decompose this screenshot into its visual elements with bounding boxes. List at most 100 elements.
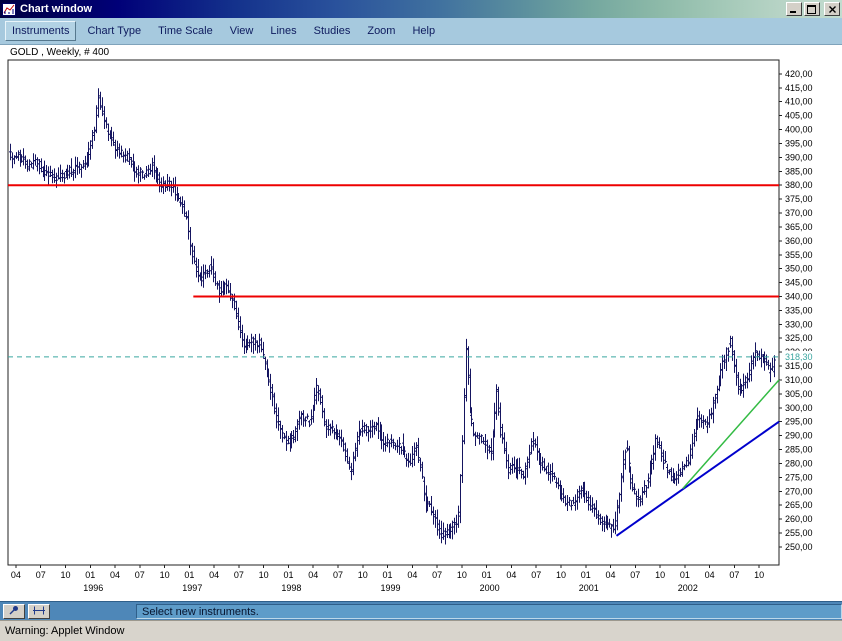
applet-warning-text: Warning: Applet Window bbox=[5, 625, 125, 637]
svg-text:310,00: 310,00 bbox=[785, 375, 813, 385]
svg-text:315,00: 315,00 bbox=[785, 361, 813, 371]
svg-text:04: 04 bbox=[110, 570, 120, 580]
window-title: Chart window bbox=[20, 3, 93, 15]
menu-lines[interactable]: Lines bbox=[270, 25, 297, 37]
svg-text:265,00: 265,00 bbox=[785, 500, 813, 510]
svg-text:07: 07 bbox=[135, 570, 145, 580]
svg-text:01: 01 bbox=[85, 570, 95, 580]
svg-text:350,00: 350,00 bbox=[785, 264, 813, 274]
svg-text:1998: 1998 bbox=[281, 583, 301, 593]
svg-text:318,30: 318,30 bbox=[785, 352, 813, 362]
svg-text:10: 10 bbox=[60, 570, 70, 580]
window-controls bbox=[784, 2, 840, 16]
menu-studies[interactable]: Studies bbox=[313, 25, 351, 37]
svg-text:01: 01 bbox=[283, 570, 293, 580]
close-icon bbox=[828, 2, 837, 17]
svg-text:07: 07 bbox=[432, 570, 442, 580]
status-message: Select new instruments. bbox=[136, 603, 842, 619]
svg-text:370,00: 370,00 bbox=[785, 208, 813, 218]
crosshair-button[interactable] bbox=[28, 603, 50, 619]
pin-icon bbox=[8, 604, 20, 619]
svg-text:04: 04 bbox=[705, 570, 715, 580]
svg-text:01: 01 bbox=[680, 570, 690, 580]
svg-text:400,00: 400,00 bbox=[785, 125, 813, 135]
svg-text:380,00: 380,00 bbox=[785, 180, 813, 190]
svg-text:04: 04 bbox=[407, 570, 417, 580]
svg-text:01: 01 bbox=[482, 570, 492, 580]
crosshair-icon bbox=[32, 604, 46, 619]
chart-area[interactable]: GOLD , Weekly, # 400 420,00 415,00 410,00 4… bbox=[0, 45, 842, 601]
chart-window-icon bbox=[2, 2, 16, 16]
svg-text:04: 04 bbox=[606, 570, 616, 580]
svg-text:07: 07 bbox=[234, 570, 244, 580]
svg-text:1996: 1996 bbox=[83, 583, 103, 593]
svg-text:250,00: 250,00 bbox=[785, 542, 813, 552]
svg-text:10: 10 bbox=[655, 570, 665, 580]
menubar: Instruments Chart Type Time Scale View L… bbox=[0, 18, 842, 45]
close-button[interactable] bbox=[824, 2, 840, 16]
svg-text:255,00: 255,00 bbox=[785, 528, 813, 538]
svg-text:1999: 1999 bbox=[381, 583, 401, 593]
svg-text:10: 10 bbox=[358, 570, 368, 580]
svg-text:2001: 2001 bbox=[579, 583, 599, 593]
menu-help[interactable]: Help bbox=[412, 25, 436, 37]
svg-text:290,00: 290,00 bbox=[785, 431, 813, 441]
svg-text:330,00: 330,00 bbox=[785, 319, 813, 329]
svg-text:01: 01 bbox=[581, 570, 591, 580]
menu-view[interactable]: View bbox=[229, 25, 254, 37]
svg-text:260,00: 260,00 bbox=[785, 514, 813, 524]
svg-text:340,00: 340,00 bbox=[785, 292, 813, 302]
svg-text:300,00: 300,00 bbox=[785, 403, 813, 413]
svg-text:270,00: 270,00 bbox=[785, 486, 813, 496]
svg-text:10: 10 bbox=[754, 570, 764, 580]
pin-button[interactable] bbox=[3, 603, 25, 619]
svg-text:280,00: 280,00 bbox=[785, 458, 813, 468]
applet-warning-bar: Warning: Applet Window bbox=[0, 620, 842, 641]
menu-chart-type[interactable]: Chart Type bbox=[87, 25, 142, 37]
svg-text:1997: 1997 bbox=[182, 583, 202, 593]
svg-text:375,00: 375,00 bbox=[785, 194, 813, 204]
svg-text:10: 10 bbox=[160, 570, 170, 580]
svg-text:04: 04 bbox=[506, 570, 516, 580]
menu-time-scale[interactable]: Time Scale bbox=[158, 25, 213, 37]
svg-text:355,00: 355,00 bbox=[785, 250, 813, 260]
svg-text:2002: 2002 bbox=[678, 583, 698, 593]
price-chart[interactable]: 420,00 415,00 410,00 405,00 400,00 395,00 390,… bbox=[0, 45, 842, 601]
svg-text:415,00: 415,00 bbox=[785, 83, 813, 93]
status-bar: Select new instruments. bbox=[0, 601, 842, 620]
maximize-icon bbox=[807, 2, 817, 17]
svg-text:275,00: 275,00 bbox=[785, 472, 813, 482]
svg-text:01: 01 bbox=[383, 570, 393, 580]
svg-text:10: 10 bbox=[457, 570, 467, 580]
svg-text:365,00: 365,00 bbox=[785, 222, 813, 232]
svg-text:07: 07 bbox=[630, 570, 640, 580]
menu-zoom[interactable]: Zoom bbox=[367, 25, 396, 37]
svg-text:335,00: 335,00 bbox=[785, 305, 813, 315]
svg-text:07: 07 bbox=[36, 570, 46, 580]
svg-text:360,00: 360,00 bbox=[785, 236, 813, 246]
maximize-button[interactable] bbox=[804, 2, 820, 16]
svg-text:405,00: 405,00 bbox=[785, 111, 813, 121]
svg-text:01: 01 bbox=[184, 570, 194, 580]
svg-text:07: 07 bbox=[729, 570, 739, 580]
svg-text:04: 04 bbox=[308, 570, 318, 580]
titlebar[interactable]: Chart window bbox=[0, 0, 842, 18]
svg-text:325,00: 325,00 bbox=[785, 333, 813, 343]
svg-text:10: 10 bbox=[556, 570, 566, 580]
minimize-icon bbox=[789, 2, 799, 17]
svg-text:10: 10 bbox=[259, 570, 269, 580]
svg-text:390,00: 390,00 bbox=[785, 152, 813, 162]
minimize-button[interactable] bbox=[786, 2, 802, 16]
svg-text:305,00: 305,00 bbox=[785, 389, 813, 399]
svg-text:07: 07 bbox=[531, 570, 541, 580]
menu-instruments[interactable]: Instruments bbox=[5, 21, 77, 41]
svg-text:345,00: 345,00 bbox=[785, 278, 813, 288]
svg-text:395,00: 395,00 bbox=[785, 138, 813, 148]
svg-text:385,00: 385,00 bbox=[785, 166, 813, 176]
instrument-label: GOLD , Weekly, # 400 bbox=[10, 47, 110, 58]
svg-text:410,00: 410,00 bbox=[785, 97, 813, 107]
svg-text:420,00: 420,00 bbox=[785, 69, 813, 79]
svg-text:285,00: 285,00 bbox=[785, 445, 813, 455]
svg-text:04: 04 bbox=[11, 570, 21, 580]
